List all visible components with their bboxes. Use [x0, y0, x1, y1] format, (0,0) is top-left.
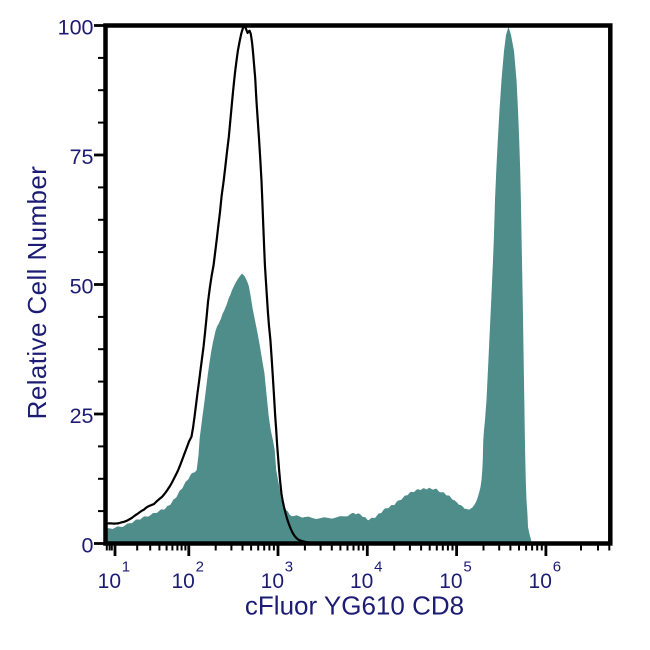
- svg-text:50: 50: [70, 275, 94, 299]
- svg-text:10: 10: [98, 570, 121, 593]
- svg-text:100: 100: [58, 16, 94, 40]
- svg-text:3: 3: [285, 559, 293, 576]
- svg-text:10: 10: [261, 570, 284, 593]
- svg-text:2: 2: [196, 559, 204, 576]
- svg-text:10: 10: [529, 570, 552, 593]
- svg-text:6: 6: [553, 559, 561, 576]
- svg-text:10: 10: [350, 570, 373, 593]
- svg-text:75: 75: [70, 145, 94, 169]
- svg-text:10: 10: [439, 570, 462, 593]
- svg-text:10: 10: [171, 570, 194, 593]
- svg-text:Relative Cell Number: Relative Cell Number: [22, 166, 52, 420]
- svg-text:4: 4: [374, 559, 382, 576]
- svg-text:5: 5: [463, 559, 471, 576]
- svg-text:1: 1: [122, 559, 130, 576]
- svg-text:cFluor YG610 CD8: cFluor YG610 CD8: [245, 591, 464, 621]
- svg-text:0: 0: [82, 534, 94, 558]
- svg-text:25: 25: [70, 404, 94, 428]
